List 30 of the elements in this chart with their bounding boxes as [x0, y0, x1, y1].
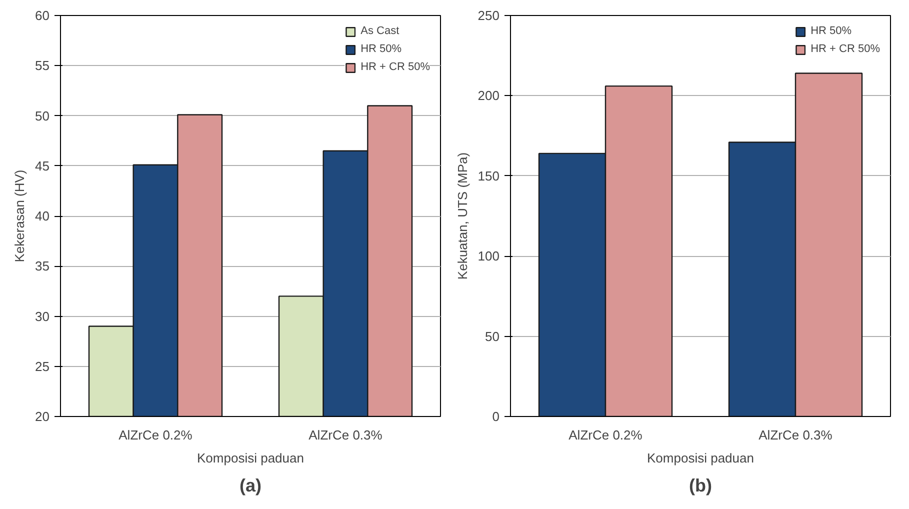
x-axis-title: Komposisi paduan — [197, 450, 304, 466]
y-tick-label: 20 — [35, 409, 50, 424]
legend-label: HR 50% — [360, 43, 402, 55]
x-tick-label: AlZrCe 0.2% — [118, 428, 193, 442]
y-tick-label: 45 — [35, 158, 50, 174]
text: (a) — [240, 476, 262, 496]
y-tick-label: 35 — [35, 258, 50, 274]
y-tick-label: 250 — [478, 8, 500, 23]
x-tick-label: AlZrCe 0.3% — [758, 428, 833, 442]
y-tick-label: 200 — [478, 88, 500, 104]
y-tick-label: 60 — [35, 8, 50, 23]
y-tick-label: 55 — [35, 58, 50, 74]
legend-label: As Cast — [360, 25, 400, 37]
legend-label: HR 50% — [810, 25, 852, 37]
y-tick-label: 25 — [35, 358, 50, 374]
y-tick-label: 40 — [35, 208, 50, 224]
y-tick-label: 50 — [35, 108, 50, 124]
y-tick-label: 30 — [35, 308, 50, 324]
y-tick-label: 50 — [485, 328, 500, 344]
y-axis-title: Kekuatan, UTS (MPa) — [454, 152, 470, 280]
x-tick-label: AlZrCe 0.2% — [568, 428, 643, 442]
y-axis-title: Kekerasan (HV) — [12, 170, 28, 262]
y-tick-label: 0 — [492, 409, 500, 424]
text: (b) — [689, 476, 712, 496]
x-axis-title: Komposisi paduan — [647, 450, 754, 466]
legend-label: HR + CR 50% — [810, 43, 880, 55]
legend-label: HR + CR 50% — [360, 61, 430, 73]
x-tick-label: AlZrCe 0.3% — [308, 428, 383, 442]
y-tick-label: 100 — [478, 248, 500, 264]
y-tick-label: 150 — [478, 168, 500, 184]
